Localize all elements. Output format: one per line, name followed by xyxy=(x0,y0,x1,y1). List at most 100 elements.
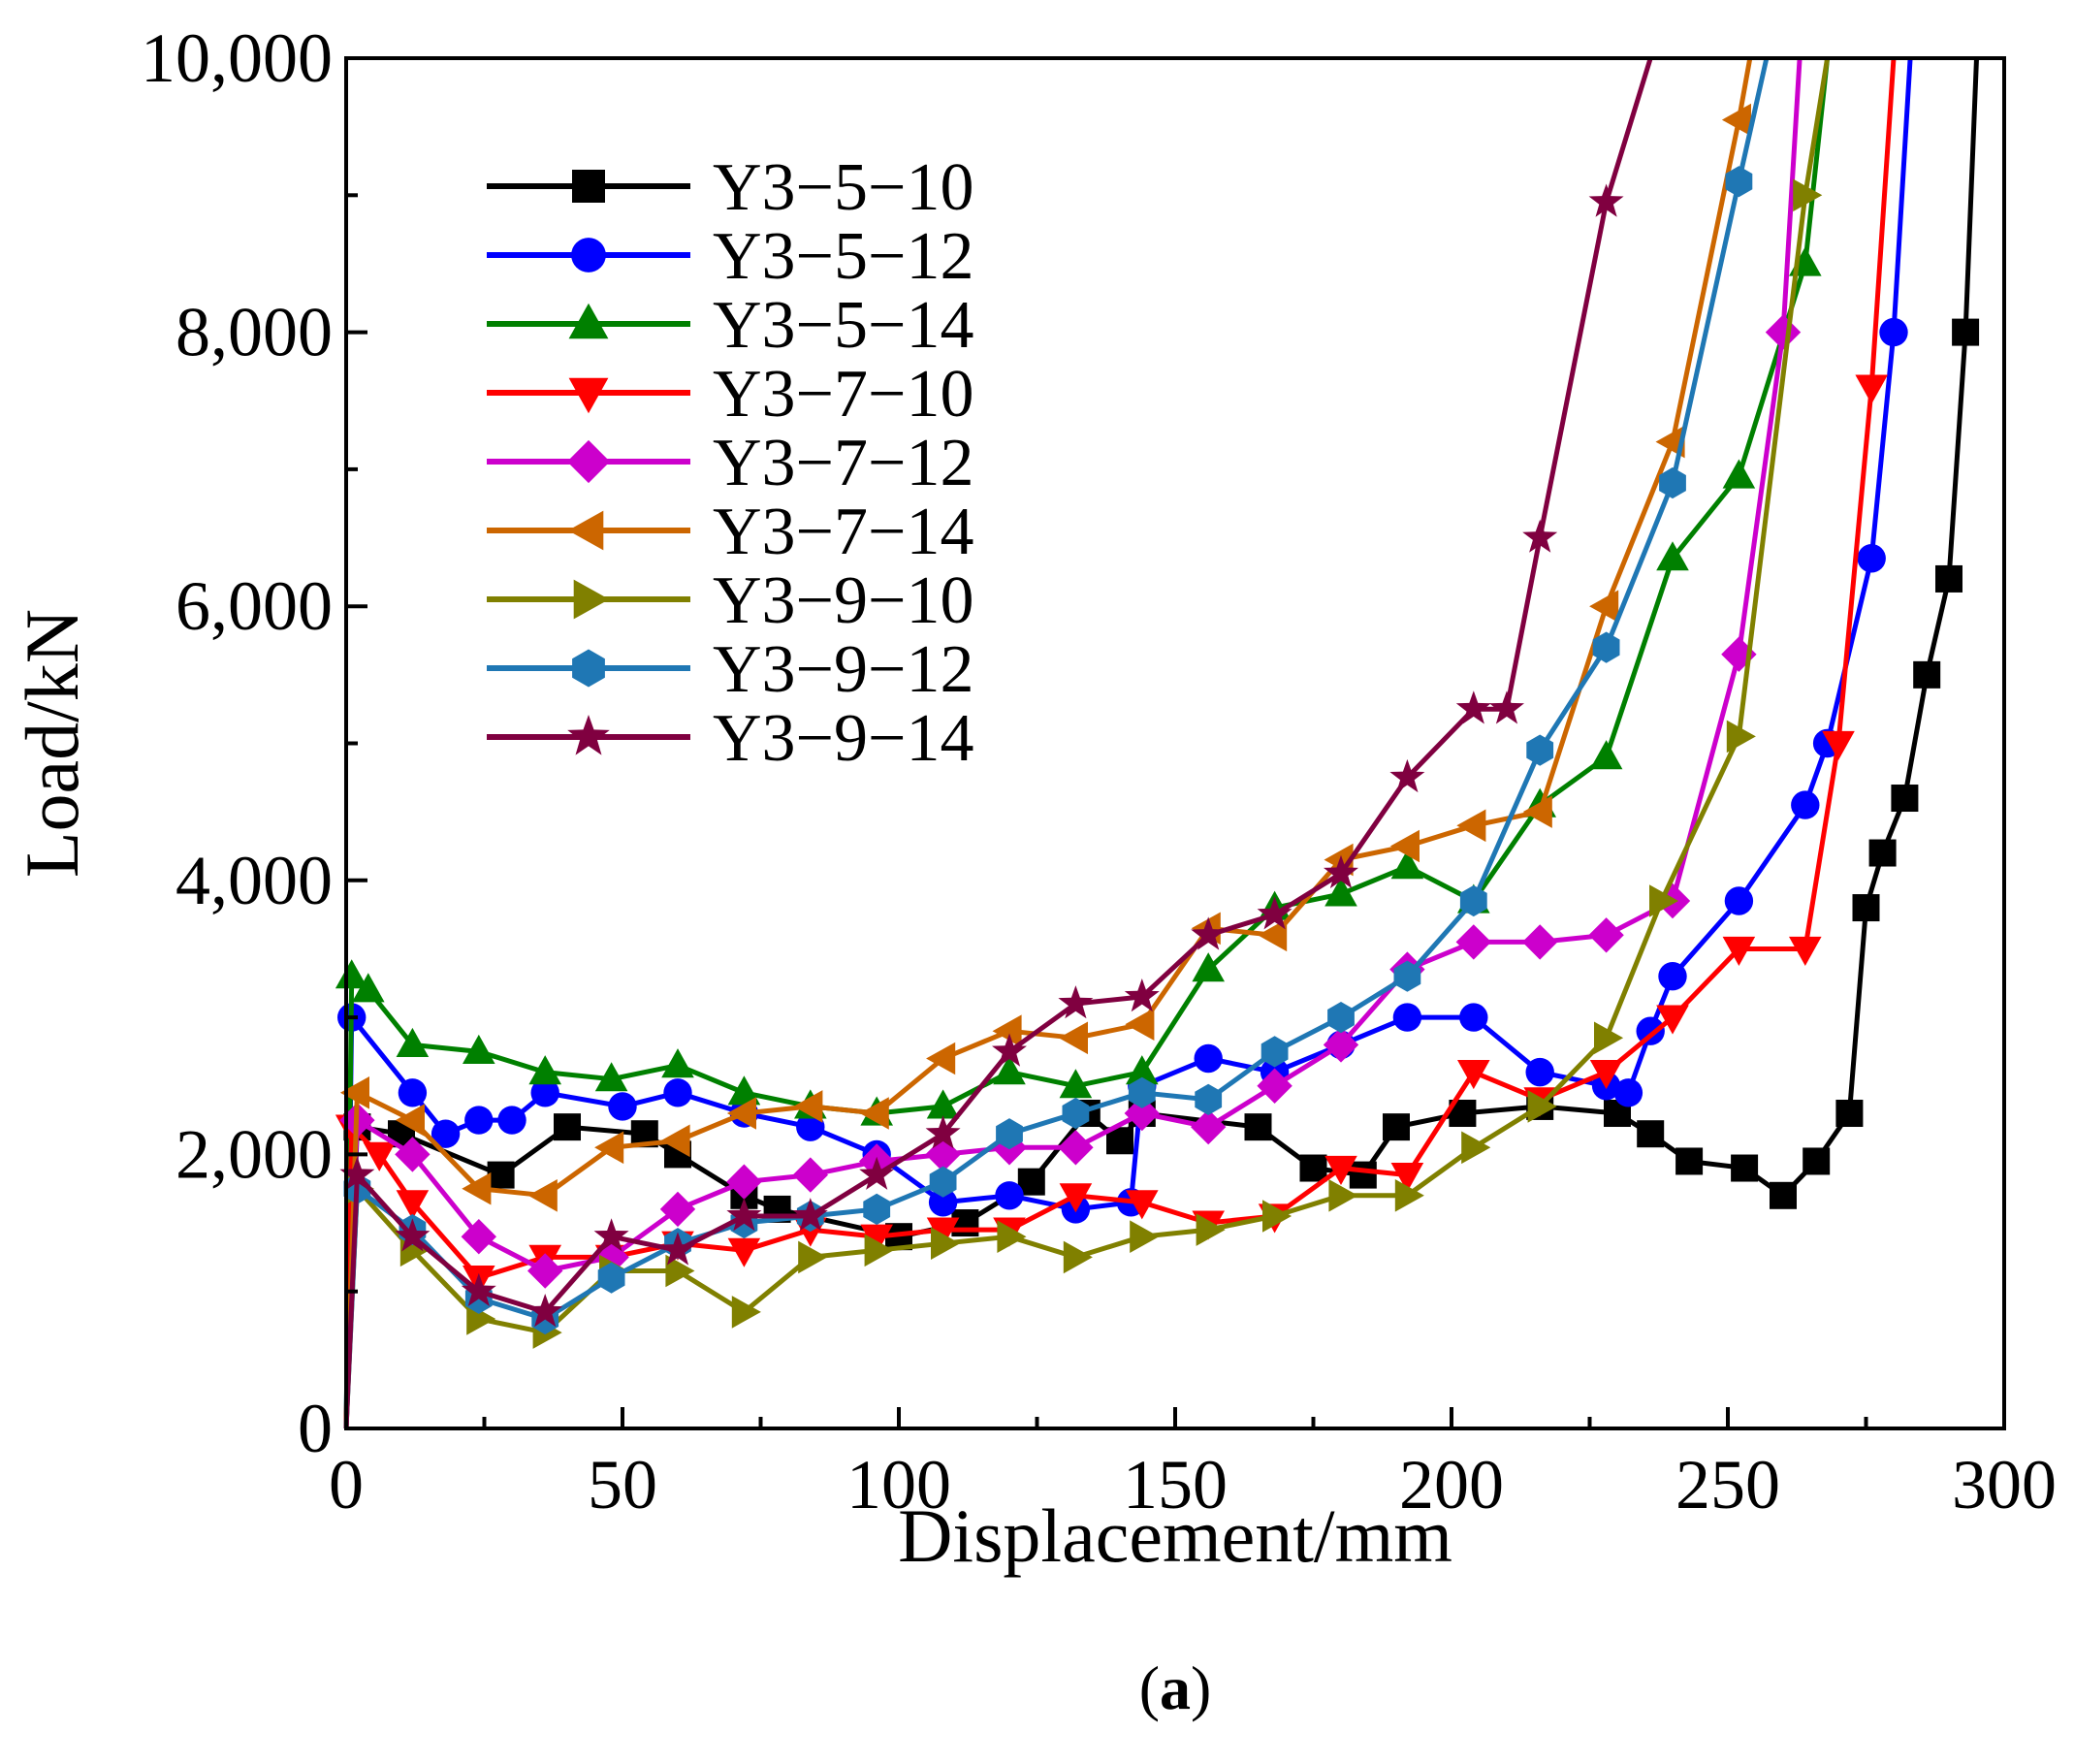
data-point xyxy=(1724,886,1754,915)
series-line xyxy=(343,57,1897,1429)
data-point xyxy=(1323,1027,1359,1063)
x-tick-label: 0 xyxy=(329,1446,364,1523)
data-point xyxy=(1461,1131,1491,1165)
data-point xyxy=(1793,178,1823,212)
data-point xyxy=(463,1034,495,1064)
data-point xyxy=(1658,962,1687,991)
data-point xyxy=(665,1254,695,1288)
data-point xyxy=(1459,1003,1488,1032)
data-point xyxy=(997,1220,1027,1253)
data-point xyxy=(860,1224,893,1254)
data-point xyxy=(1058,1021,1088,1055)
data-point xyxy=(1649,884,1679,917)
data-point xyxy=(1324,854,1358,888)
data-point xyxy=(1935,564,1962,593)
series-4 xyxy=(335,57,1897,1429)
data-point xyxy=(395,1137,431,1172)
data-point xyxy=(1455,924,1491,960)
data-point xyxy=(462,1171,492,1205)
data-point xyxy=(1125,1008,1155,1041)
data-point xyxy=(1062,1097,1090,1130)
data-point xyxy=(1822,730,1855,760)
data-point xyxy=(1195,1083,1223,1115)
data-point xyxy=(1349,1161,1377,1189)
x-tick-label: 250 xyxy=(1675,1446,1780,1523)
data-point xyxy=(727,1075,761,1106)
data-point xyxy=(1389,829,1420,863)
legend-label: Y3−9−14 xyxy=(713,701,974,776)
data-point xyxy=(1526,734,1554,766)
y-tick-labels: 0 2,000 4,000 6,000 8,000 10,000 xyxy=(141,19,333,1467)
data-point xyxy=(1324,877,1357,907)
data-point xyxy=(1589,740,1623,770)
series-line xyxy=(343,57,1770,1429)
data-point xyxy=(726,1097,756,1130)
data-point xyxy=(1722,936,1756,966)
data-point xyxy=(1324,1155,1357,1185)
legend-label: Y3−9−12 xyxy=(713,632,974,707)
data-point xyxy=(597,1262,625,1294)
legend-label: Y3−5−14 xyxy=(713,288,974,363)
data-point xyxy=(1721,103,1751,137)
data-point xyxy=(1394,1179,1424,1212)
data-point xyxy=(1656,541,1689,571)
y-axis-title: Load/kN xyxy=(10,609,94,878)
data-point xyxy=(339,1076,369,1109)
data-point xyxy=(928,1188,958,1217)
legend-entry: Y3−9−10 xyxy=(487,563,974,638)
data-point xyxy=(487,1161,515,1189)
legend-marker xyxy=(567,715,610,755)
data-point xyxy=(859,1097,889,1130)
data-point xyxy=(1262,1200,1292,1233)
data-point xyxy=(863,1193,891,1225)
data-point xyxy=(727,1237,761,1267)
data-point xyxy=(1058,1130,1094,1166)
legend-entry: Y3−9−14 xyxy=(487,701,974,776)
y-tick-label: 8,000 xyxy=(175,294,333,371)
data-point xyxy=(793,1090,823,1123)
data-point xyxy=(1192,952,1225,982)
data-point xyxy=(995,1181,1024,1210)
legend-marker xyxy=(568,303,609,339)
data-point xyxy=(1731,1154,1759,1182)
data-point xyxy=(1770,1181,1797,1209)
legend-marker xyxy=(566,439,611,484)
data-point xyxy=(993,1055,1026,1085)
x-tick-label: 150 xyxy=(1123,1446,1228,1523)
data-point xyxy=(1059,1069,1093,1099)
data-point xyxy=(554,1113,581,1141)
data-point xyxy=(527,1253,563,1289)
data-point xyxy=(530,1078,559,1107)
data-point xyxy=(926,1217,960,1247)
legend-marker xyxy=(568,377,609,414)
legend-entry: Y3−7−12 xyxy=(487,426,974,500)
data-point xyxy=(1489,690,1524,724)
data-point xyxy=(859,1156,895,1190)
data-point xyxy=(528,1055,561,1085)
data-point xyxy=(335,959,368,989)
data-point xyxy=(926,1042,956,1075)
data-point xyxy=(1389,758,1425,793)
data-point xyxy=(1059,1183,1093,1213)
data-point xyxy=(925,1137,961,1172)
data-point xyxy=(1191,916,1227,950)
data-point xyxy=(1258,918,1288,952)
data-point xyxy=(1656,1005,1689,1035)
data-point xyxy=(1527,1090,1557,1123)
data-point xyxy=(660,1124,690,1158)
data-point xyxy=(1522,924,1558,960)
data-point xyxy=(1063,1240,1093,1274)
data-point xyxy=(1455,690,1491,724)
data-point xyxy=(992,1033,1027,1067)
series-2 xyxy=(337,57,1913,1429)
data-point xyxy=(1522,795,1552,828)
data-point xyxy=(1913,660,1941,689)
data-point xyxy=(464,1106,494,1135)
data-point xyxy=(396,1190,430,1220)
data-point xyxy=(1194,1043,1223,1074)
legend-entry: Y3−7−10 xyxy=(487,357,974,432)
data-point xyxy=(1588,183,1624,217)
data-point xyxy=(1852,894,1880,922)
legend-entry: Y3−5−12 xyxy=(487,219,974,294)
